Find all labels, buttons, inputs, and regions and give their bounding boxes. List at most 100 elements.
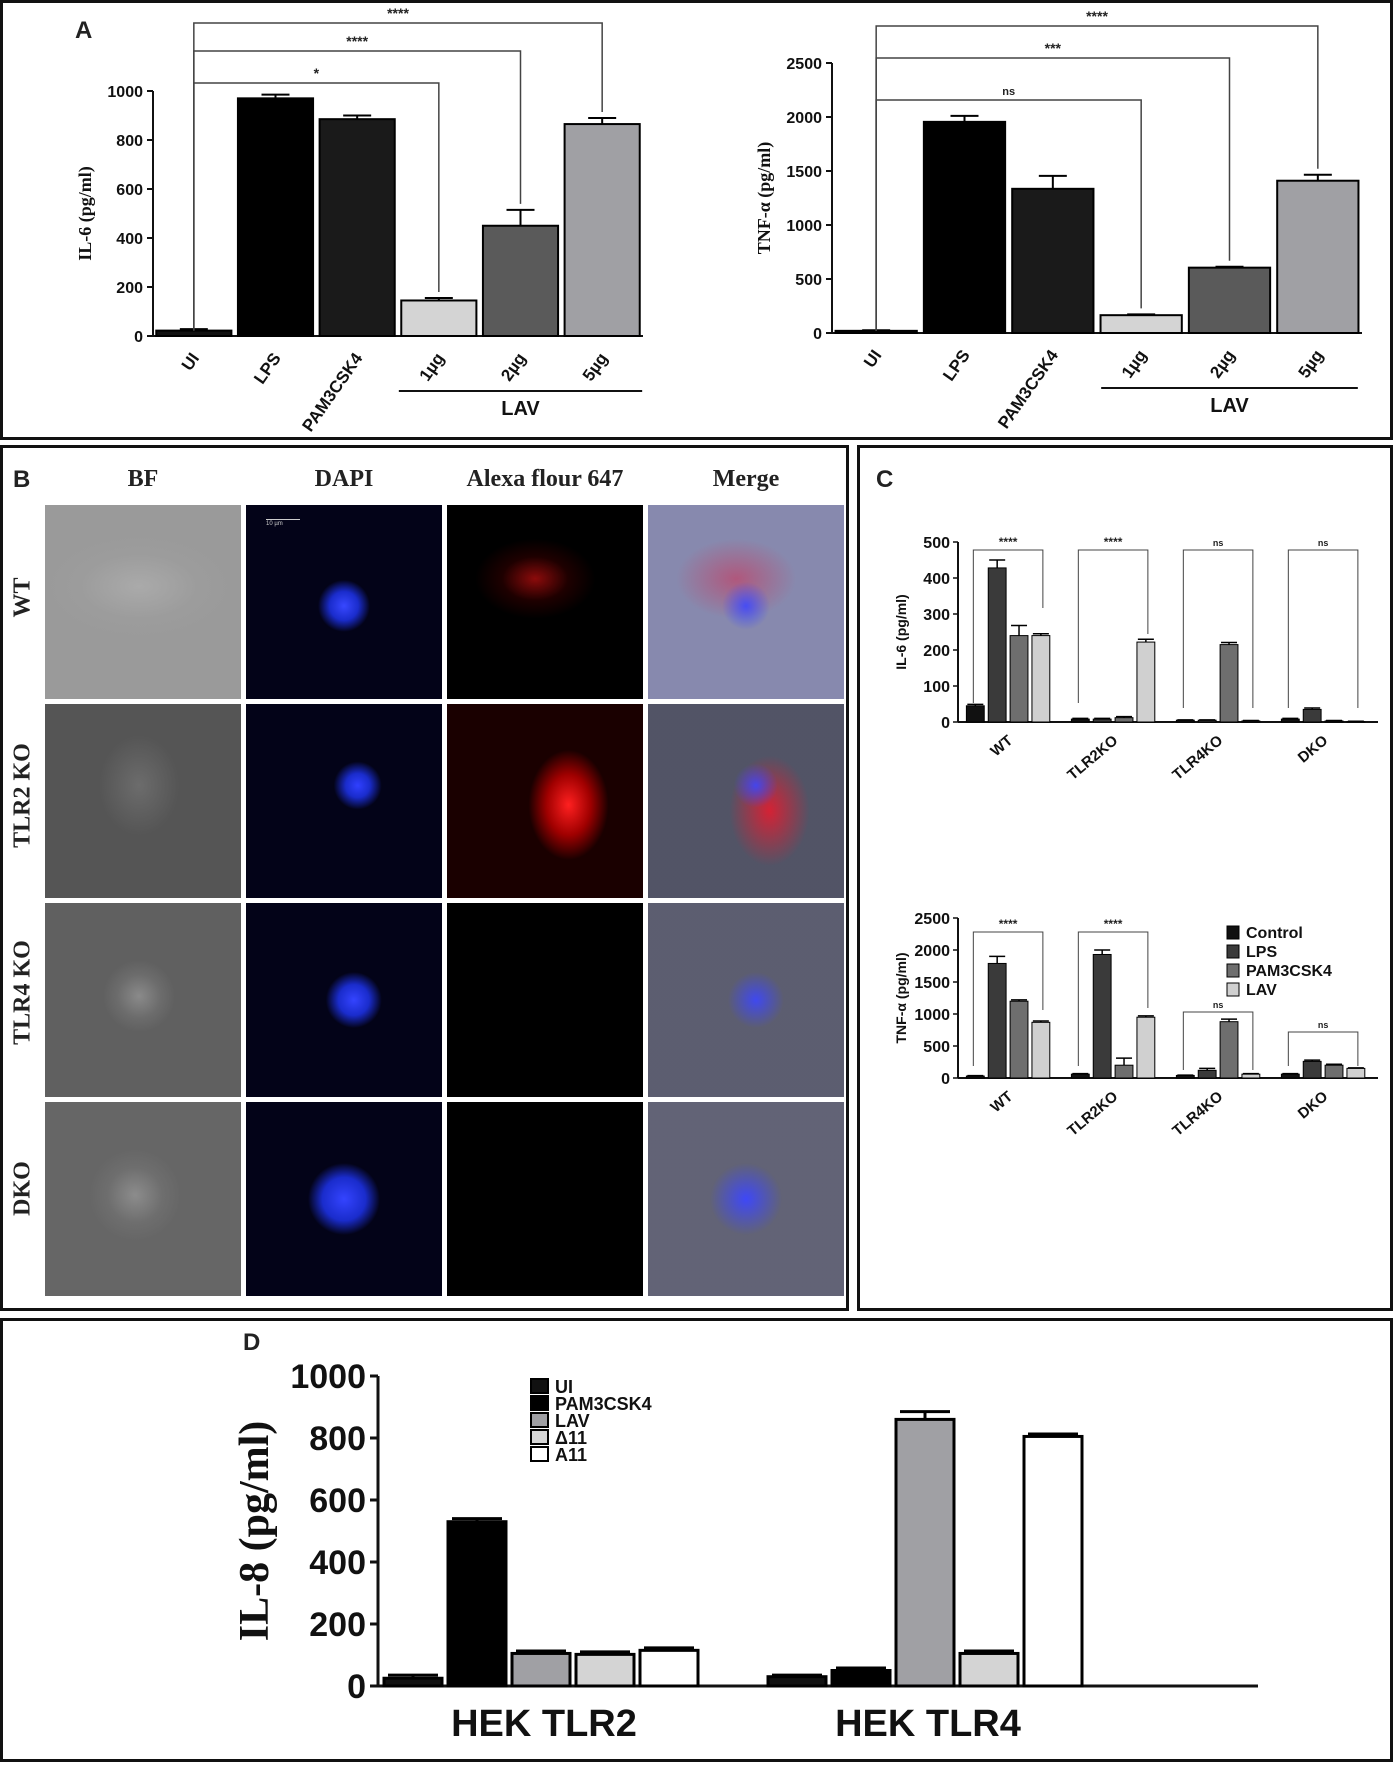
image-tlr4ko-dapi <box>246 903 442 1097</box>
significance-bracket <box>876 100 1141 331</box>
significance-label: *** <box>1045 40 1062 56</box>
significance-label: **** <box>1086 8 1108 24</box>
significance-label: ns <box>1002 86 1015 98</box>
y-tick-label: 1000 <box>107 84 143 101</box>
y-tick-label: 400 <box>116 231 143 248</box>
bar <box>1277 181 1358 333</box>
y-tick-label: 800 <box>309 1420 366 1458</box>
x-tick-label: 5µg <box>1295 346 1328 381</box>
bar <box>1303 1061 1321 1078</box>
bar <box>1325 1065 1343 1078</box>
bar <box>1242 1074 1260 1078</box>
scale-bar-text: 10 µm <box>266 521 283 527</box>
bar <box>1093 954 1111 1078</box>
panel-a: 0 200 400 600 800 1000 IL-6 (pg/ml) UI LPS PAM3CS… <box>0 0 1393 440</box>
legend-label: LAV <box>1246 982 1277 999</box>
y-tick-label: 2500 <box>786 56 822 73</box>
bar <box>384 1678 442 1686</box>
y-axis-label: IL-8 (pg/ml) <box>232 1421 278 1642</box>
column-label-merge: Merge <box>648 466 844 493</box>
legend-swatch <box>1227 964 1239 977</box>
x-tick-label: UI <box>860 346 885 371</box>
legend-swatch <box>531 1447 548 1461</box>
y-axis-label: TNF-α (pg/ml) <box>754 142 775 255</box>
row-label-wt: WT <box>10 558 37 638</box>
x-tick-label: LPS <box>939 346 974 384</box>
x-tick-label: PAM3CSK4 <box>298 349 366 435</box>
significance-bracket <box>194 83 439 331</box>
bar <box>832 1671 890 1687</box>
bar <box>1012 189 1093 333</box>
row-label-tlr2ko: TLR2 KO <box>10 736 37 856</box>
significance-label: **** <box>387 5 409 21</box>
x-tick-label: 1µg <box>1118 346 1151 381</box>
y-tick-label: 1000 <box>786 218 822 235</box>
legend-swatch <box>1227 926 1239 939</box>
bar <box>1137 1017 1155 1078</box>
x-tick-label: WT <box>987 1088 1016 1116</box>
y-tick-label: 2000 <box>914 943 950 960</box>
significance-label: **** <box>1104 917 1123 931</box>
y-axis-label: TNF-α (pg/ml) <box>893 952 909 1043</box>
x-tick-label: PAM3CSK4 <box>994 346 1062 432</box>
x-tick-label: DKO <box>1295 1088 1332 1123</box>
legend-swatch <box>531 1413 548 1427</box>
bar <box>1010 1001 1028 1078</box>
bar <box>1189 268 1270 333</box>
bar <box>156 331 231 336</box>
bar <box>768 1677 826 1686</box>
image-wt-bf <box>45 505 241 699</box>
row-label-tlr4ko: TLR4 KO <box>10 933 37 1053</box>
scale-bar <box>266 519 300 520</box>
y-tick-label: 2000 <box>786 110 822 127</box>
bar <box>448 1522 506 1686</box>
image-dko-dapi <box>246 1102 442 1296</box>
bar <box>512 1653 570 1686</box>
image-tlr2ko-merge <box>648 704 844 898</box>
significance-label: **** <box>999 917 1018 931</box>
bar <box>1347 1068 1365 1078</box>
bar <box>483 226 558 336</box>
panel-label-b: B <box>13 466 30 494</box>
group-label: LAV <box>501 398 540 420</box>
bar <box>1198 1070 1216 1078</box>
y-tick-label: 0 <box>813 326 822 343</box>
legend-swatch <box>1227 945 1239 958</box>
bar <box>1220 1022 1238 1078</box>
image-dko-bf <box>45 1102 241 1296</box>
x-tick-label: TLR2KO <box>1064 1088 1121 1140</box>
image-dko-merge <box>648 1102 844 1296</box>
bar <box>966 1076 984 1078</box>
image-tlr4ko-merge <box>648 903 844 1097</box>
bar <box>320 119 395 336</box>
bar <box>238 98 313 336</box>
y-tick-label: 600 <box>116 182 143 199</box>
image-wt-alexa <box>447 505 643 699</box>
bar <box>960 1653 1018 1686</box>
legend-swatch <box>1227 983 1239 996</box>
significance-bracket <box>1183 1012 1253 1070</box>
y-tick-label: 1000 <box>290 1358 366 1396</box>
x-tick-label: UI <box>178 349 203 374</box>
y-tick-label: 200 <box>116 280 143 297</box>
x-tick-label: TLR4KO <box>1169 1088 1226 1140</box>
y-tick-label: 800 <box>116 133 143 150</box>
y-tick-label: 600 <box>309 1482 366 1520</box>
x-tick-label: LPS <box>250 349 285 387</box>
x-tick-label: 1µg <box>416 349 449 384</box>
bar <box>988 963 1006 1078</box>
image-tlr2ko-alexa <box>447 704 643 898</box>
image-dko-alexa <box>447 1102 643 1296</box>
y-tick-label: 500 <box>795 272 822 289</box>
y-tick-label: 0 <box>941 1071 950 1088</box>
significance-label: * <box>314 65 320 81</box>
y-axis-label: IL-6 (pg/ml) <box>75 166 96 261</box>
panel-label-a: A <box>75 17 92 45</box>
image-tlr4ko-alexa <box>447 903 643 1097</box>
row-label-dko: DKO <box>10 1149 37 1229</box>
group-label: LAV <box>1210 395 1249 417</box>
